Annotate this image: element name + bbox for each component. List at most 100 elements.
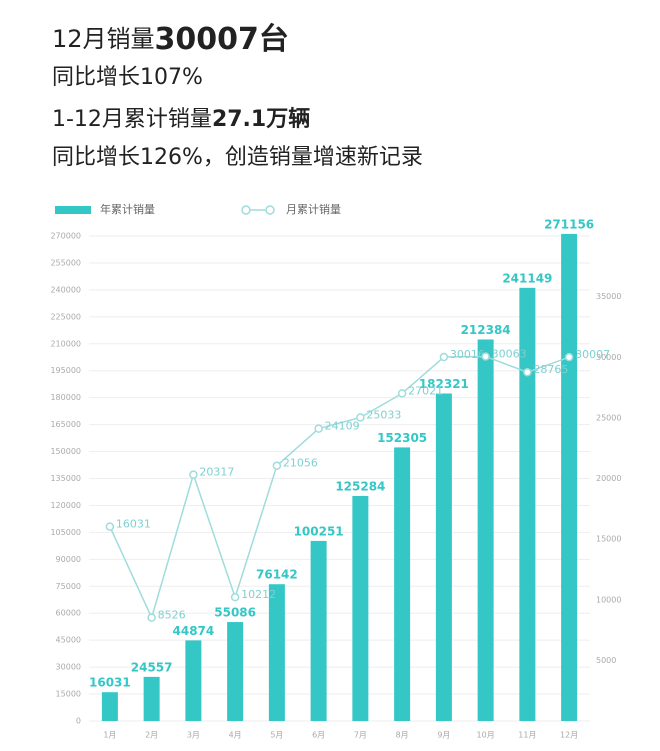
line-point xyxy=(147,613,156,622)
line-value-label: 27021 xyxy=(408,384,443,397)
y-tick-label: 195000 xyxy=(50,366,81,375)
line-point xyxy=(481,352,490,361)
line-point xyxy=(564,352,574,362)
y-tick-label: 225000 xyxy=(50,312,81,321)
bar-value-label: 44874 xyxy=(173,624,215,638)
line-point xyxy=(439,352,449,362)
line-point xyxy=(523,367,532,377)
subline: 同比增长126%，创造销量增速新记录 xyxy=(52,145,423,170)
bar xyxy=(268,584,285,721)
y-tick-label: 270000 xyxy=(50,232,81,241)
line xyxy=(109,355,570,620)
y-tick-label: 105000 xyxy=(50,528,81,537)
bar xyxy=(310,540,327,721)
line-point xyxy=(105,522,115,531)
x-tick-label: 2月 xyxy=(145,731,158,740)
bar-value-label: 271156 xyxy=(544,217,594,231)
bar xyxy=(394,447,411,721)
bar-value-label: 55086 xyxy=(214,606,256,620)
headline-bold: 27.1万辆 xyxy=(212,106,310,132)
bar-value-label: 24557 xyxy=(131,660,173,674)
x-tick-label: 11月 xyxy=(518,731,536,740)
legend-swatch xyxy=(55,206,91,214)
y2-tick-label: 35000 xyxy=(596,292,621,301)
line-value-label: 10212 xyxy=(241,588,276,601)
x-tick-label: 4月 xyxy=(229,731,242,740)
headline-bold: 30007台 xyxy=(155,22,289,57)
y-tick-label: 165000 xyxy=(50,420,81,429)
bar-value-label: 125284 xyxy=(335,479,385,493)
legend-label: 年累计销量 xyxy=(100,202,155,216)
legend-marker xyxy=(241,205,251,215)
bar-value-label: 100251 xyxy=(294,524,344,538)
line-point xyxy=(230,592,240,602)
line-value-label: 21056 xyxy=(283,457,318,470)
y-tick-label: 75000 xyxy=(56,582,81,591)
bar-value-label: 241149 xyxy=(502,271,552,285)
line-value-label: 30007 xyxy=(575,348,610,361)
y2-tick-label: 25000 xyxy=(596,413,621,422)
subline: 同比增长107% xyxy=(52,65,203,90)
x-tick-label: 1月 xyxy=(103,731,116,740)
y-tick-label: 210000 xyxy=(50,339,81,348)
bar-value-label: 212384 xyxy=(461,323,511,337)
bar-value-label: 16031 xyxy=(89,676,131,690)
y-tick-label: 240000 xyxy=(50,285,81,294)
line-value-label: 30016 xyxy=(450,348,485,361)
y-tick-label: 30000 xyxy=(56,663,81,672)
x-tick-label: 9月 xyxy=(437,731,450,740)
bar xyxy=(561,233,578,722)
line-point xyxy=(314,424,323,433)
headline: 1-12月累计销量27.1万辆 xyxy=(52,106,310,132)
y-tick-label: 60000 xyxy=(56,609,81,618)
y2-tick-label: 20000 xyxy=(596,474,621,483)
x-tick-label: 6月 xyxy=(312,731,325,740)
line-value-label: 8526 xyxy=(158,609,186,622)
x-tick-label: 7月 xyxy=(354,731,367,740)
y-tick-label: 90000 xyxy=(56,555,81,564)
line-value-label: 20317 xyxy=(199,466,234,479)
line-point xyxy=(397,389,407,398)
headline-text: 1-12月累计销量 xyxy=(52,107,212,132)
bar-value-label: 76142 xyxy=(256,568,298,582)
line-value-label: 30063 xyxy=(492,347,527,360)
bar xyxy=(101,692,118,721)
x-tick-label: 12月 xyxy=(560,731,578,740)
bar xyxy=(227,622,244,721)
y2-tick-label: 5000 xyxy=(596,656,616,665)
y-tick-label: 45000 xyxy=(56,636,81,645)
legend-label: 月累计销量 xyxy=(286,202,341,216)
line-value-label: 25033 xyxy=(366,408,401,421)
line-value-label: 24109 xyxy=(325,420,360,433)
headline: 12月销量30007台 xyxy=(52,22,289,57)
y2-tick-label: 15000 xyxy=(596,535,621,544)
headline-text: 12月销量 xyxy=(52,25,155,53)
bar xyxy=(185,640,202,721)
line-value-label: 16031 xyxy=(116,518,151,531)
y2-tick-label: 10000 xyxy=(596,595,621,604)
y-tick-label: 15000 xyxy=(56,690,81,699)
y-tick-label: 150000 xyxy=(50,447,81,456)
y-tick-label: 120000 xyxy=(50,501,81,510)
y-tick-label: 0 xyxy=(76,717,81,726)
line-value-label: 28765 xyxy=(533,363,568,376)
line-point xyxy=(272,461,282,470)
x-tick-label: 8月 xyxy=(396,731,409,740)
line-point xyxy=(189,470,198,479)
bar xyxy=(477,339,494,721)
legend-marker xyxy=(265,205,275,215)
y-tick-label: 180000 xyxy=(50,393,81,402)
y2-tick-label: 30000 xyxy=(596,353,621,362)
bar xyxy=(143,676,160,721)
bar-value-label: 182321 xyxy=(419,377,469,391)
y-tick-label: 135000 xyxy=(50,474,81,483)
x-tick-label: 3月 xyxy=(187,731,200,740)
line-point xyxy=(356,413,365,422)
bar-value-label: 152305 xyxy=(377,431,427,445)
y-tick-label: 255000 xyxy=(50,258,81,267)
bar xyxy=(435,393,452,721)
x-tick-label: 5月 xyxy=(270,731,283,740)
x-tick-label: 10月 xyxy=(477,731,495,740)
bar xyxy=(352,495,369,721)
